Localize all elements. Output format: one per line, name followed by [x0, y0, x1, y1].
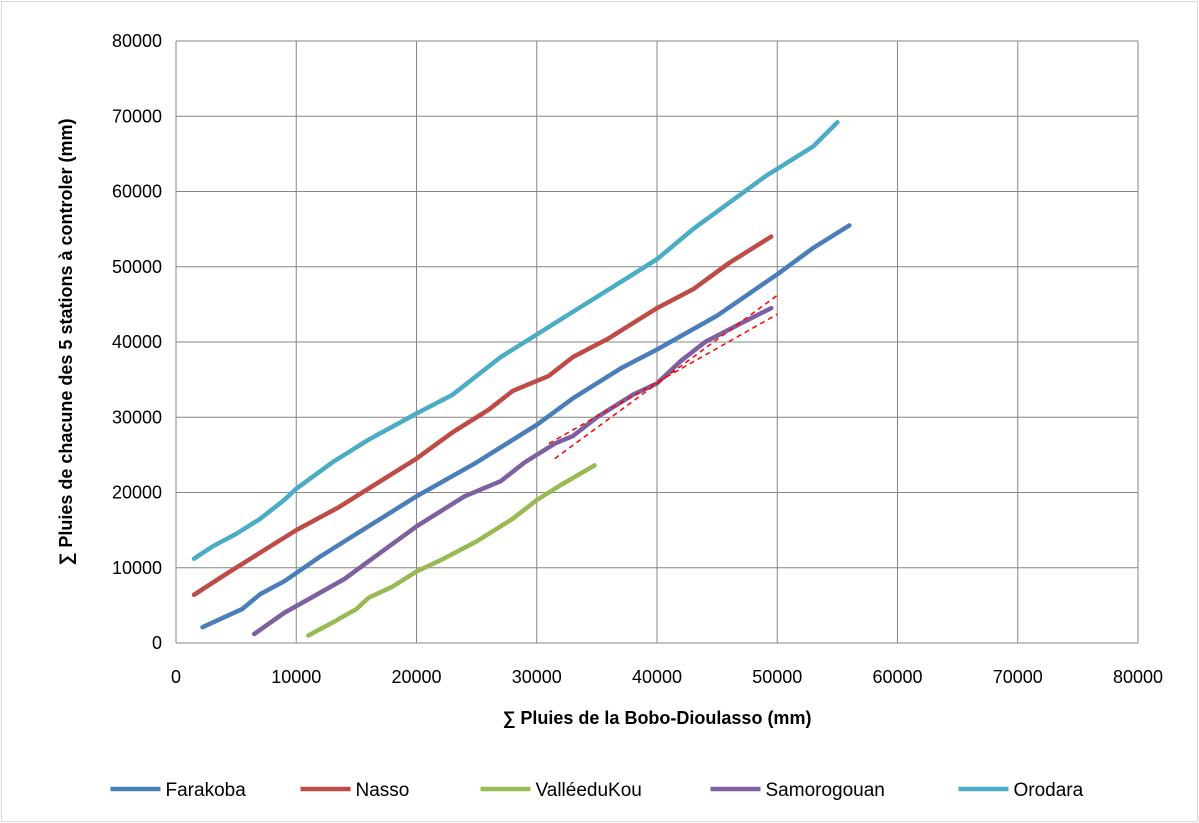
x-tick-label: 40000 [632, 667, 682, 687]
y-tick-label: 50000 [112, 257, 162, 277]
y-tick-label: 60000 [112, 182, 162, 202]
y-axis-ticks: 0 10000 20000 30000 40000 50000 60000 70000 8000… [112, 31, 162, 653]
y-tick-label: 20000 [112, 483, 162, 503]
legend-label-orodara: Orodara [1014, 780, 1084, 801]
legend-label-samorogouan: Samorogouan [766, 780, 885, 801]
x-axis-title: ∑ Pluies de la Bobo-Dioulasso (mm) [503, 708, 812, 728]
x-tick-label: 80000 [1113, 667, 1163, 687]
x-tick-label: 20000 [391, 667, 441, 687]
legend-label-valléedukou: ValléeduKou [536, 780, 642, 801]
y-tick-label: 30000 [112, 407, 162, 427]
x-tick-label: 10000 [271, 667, 321, 687]
y-tick-label: 40000 [112, 332, 162, 352]
y-tick-label: 0 [152, 633, 162, 653]
y-tick-label: 80000 [112, 31, 162, 51]
y-tick-label: 70000 [112, 106, 162, 126]
y-axis-title: ∑ Pluies de chacune des 5 stations à con… [56, 119, 76, 566]
x-tick-label: 70000 [993, 667, 1043, 687]
x-axis-ticks: 0 10000 20000 30000 40000 50000 60000 70000 8000… [171, 667, 1163, 687]
legend-label-nasso: Nasso [356, 780, 410, 801]
x-tick-label: 30000 [512, 667, 562, 687]
x-tick-label: 50000 [752, 667, 802, 687]
legend-label-farakoba: Farakoba [166, 780, 247, 801]
x-tick-label: 60000 [872, 667, 922, 687]
y-tick-label: 10000 [112, 558, 162, 578]
x-tick-label: 0 [171, 667, 181, 687]
